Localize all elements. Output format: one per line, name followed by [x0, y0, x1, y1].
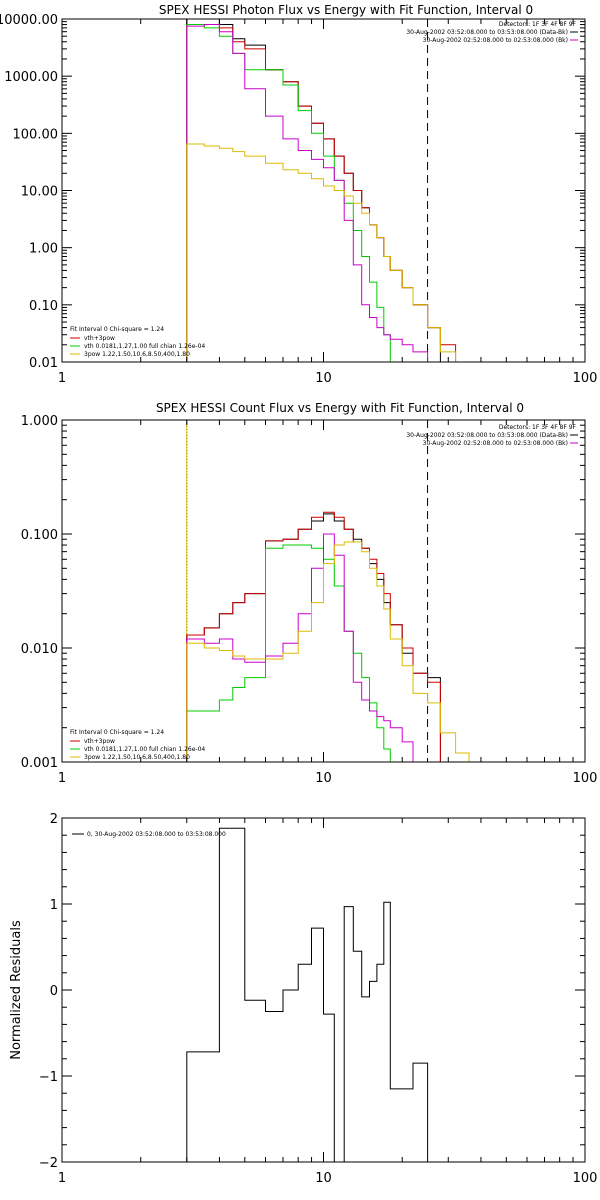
panel1-title: SPEX HESSI Photon Flux vs Energy with Fi… [159, 3, 533, 17]
panel2-fit-legend-2: vth 0.0181,1.27,1.00 full chian 1.26e-04 [84, 746, 205, 753]
panel3-ylabel: Normalized Residuals [9, 920, 24, 1060]
y-tick-label: 10.00 [21, 185, 58, 200]
series-line-1 [186, 19, 470, 362]
panel1-fit-legend-1: vth+3pow [84, 335, 115, 342]
x-tick-label: 10 [315, 1171, 332, 1186]
y-tick-label: 100.00 [13, 127, 59, 142]
y-tick-label: 1000.00 [4, 70, 58, 85]
panel1-time-legend-data: 30-Aug-2002 03:52:08.000 to 03:53:08.000… [406, 29, 568, 36]
series-line-0 [186, 19, 441, 362]
panel-count-flux: SPEX HESSI Count Flux vs Energy with Fit… [21, 401, 598, 786]
series-line-4 [186, 143, 470, 362]
panel2-detectors-label: Detectors: 1F 3F 4F 8F 9F [499, 424, 577, 431]
panel1-fit-legend-3: 3pow 1.22,1.50,10.6,8.50,400,1.80 [84, 351, 190, 358]
panel-photon-flux: SPEX HESSI Photon Flux vs Energy with Fi… [0, 3, 598, 386]
series-line-3 [186, 533, 428, 762]
panel2-fit-legend-title: Fit Interval 0 Chi-square = 1.24 [70, 729, 164, 736]
x-tick-label: 100 [573, 371, 598, 386]
y-tick-label: 10000.00 [0, 13, 58, 28]
y-tick-label: 1 [50, 898, 58, 913]
series-line-0 [186, 827, 429, 1162]
y-tick-label: −2 [39, 1156, 58, 1171]
x-tick-label: 1 [58, 771, 66, 786]
panel1-detectors-label: Detectors: 1F 3F 4F 8F 9F [499, 21, 577, 28]
panel2-fit-legend-3: 3pow 1.22,1.50,10.6,8.50,400,1.80 [84, 754, 190, 761]
y-tick-label: 1.00 [29, 242, 58, 257]
panel1-time-legend-bk: 30-Aug-2002 02:52:08.000 to 02:53:08.000… [423, 37, 568, 44]
x-tick-label: 10 [315, 771, 332, 786]
y-tick-label: 0 [50, 984, 58, 999]
panel2-title: SPEX HESSI Count Flux vs Energy with Fit… [156, 401, 524, 415]
panel1-fit-legend-title: Fit Interval 0 Chi-square = 1.24 [70, 326, 164, 333]
y-tick-label: 0.001 [21, 756, 58, 771]
series-line-2 [186, 24, 429, 362]
panel2-time-legend-data: 30-Aug-2002 03:52:08.000 to 03:53:08.000… [406, 432, 568, 439]
panel3-legend-text: 0, 30-Aug-2002 03:52:08.000 to 03:53:08.… [87, 831, 226, 838]
y-tick-label: 0.100 [21, 528, 58, 543]
y-tick-label: 0.010 [21, 642, 58, 657]
x-tick-label: 100 [573, 771, 598, 786]
panel-residuals: Normalized Residuals 1 10 100 −2 −1 0 1 2 0, 30… [9, 812, 597, 1186]
plot-frame [61, 18, 586, 363]
y-tick-label: 0.01 [29, 356, 58, 371]
y-tick-label: 0.10 [29, 299, 58, 314]
series-line-4 [186, 541, 482, 762]
x-tick-label: 100 [573, 1171, 598, 1186]
x-tick-label: 1 [58, 1171, 66, 1186]
x-tick-label: 10 [315, 371, 332, 386]
series-line-3 [186, 24, 429, 362]
panel1-fit-legend-2: vth 0.0181,1.27,1.00 full chian 1.26e-04 [84, 343, 205, 350]
y-tick-label: 1.000 [21, 414, 58, 429]
y-tick-label: −1 [39, 1070, 58, 1085]
x-tick-label: 1 [58, 371, 66, 386]
series-line-1 [186, 511, 441, 762]
panel2-fit-legend-1: vth+3pow [84, 738, 115, 745]
y-tick-label: 2 [50, 812, 58, 827]
panel2-time-legend-bk: 30-Aug-2002 02:52:08.000 to 02:53:08.000… [423, 440, 568, 447]
